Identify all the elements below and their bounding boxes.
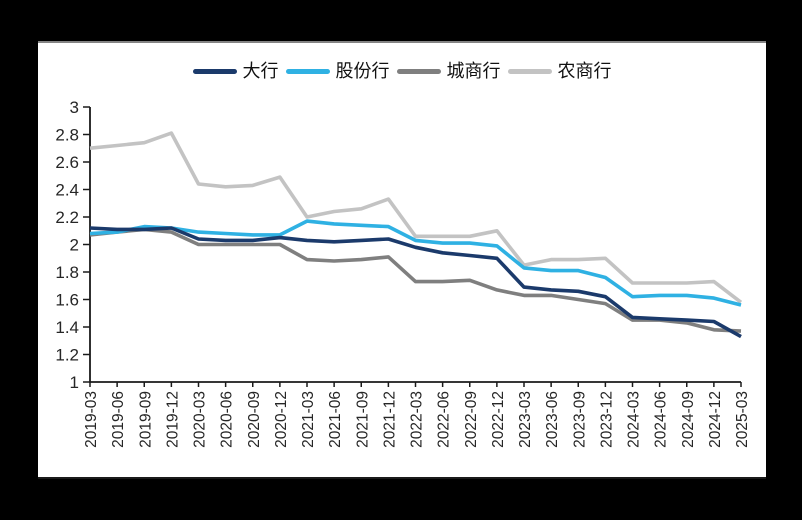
y-tick-label: 1 — [70, 373, 79, 392]
y-axis-labels: 3 2.8 2.6 2.4 2.2 2 1.8 1.6 1.4 1.2 1 — [55, 98, 79, 392]
y-tick-label: 2.4 — [55, 181, 79, 200]
x-tick-label: 2019-03 — [83, 391, 100, 448]
x-tick-label: 2022-12 — [490, 391, 507, 448]
x-tick-label: 2024-06 — [653, 391, 670, 448]
y-tick-label: 2.2 — [55, 208, 79, 227]
x-tick-label: 2019-06 — [110, 391, 127, 448]
legend-label-chengshanghang: 城商行 — [446, 61, 501, 81]
x-tick-label: 2024-09 — [680, 391, 697, 448]
legend-label-dahang: 大行 — [242, 61, 279, 81]
legend-item-chengshanghang: 城商行 — [396, 61, 501, 81]
x-tick-label: 2019-09 — [137, 391, 154, 448]
y-tick-label: 2.8 — [55, 126, 79, 145]
x-tick-label: 2020-09 — [246, 391, 263, 448]
legend-label-nongshanghang: 农商行 — [557, 61, 612, 81]
x-tick-label: 2021-09 — [354, 391, 371, 448]
y-tick-label: 1.4 — [55, 318, 79, 337]
x-tick-label: 2025-03 — [734, 391, 751, 448]
legend-label-gufenhang: 股份行 — [335, 61, 390, 81]
x-tick-label: 2021-12 — [381, 391, 398, 448]
chart-panel: 大行 股份行 城商行 农商行 3 2.8 2.6 2.4 2.2 2 1.8 1.6 1.4 1.… — [38, 41, 766, 479]
x-tick-label: 2024-12 — [707, 391, 724, 448]
x-tick-label: 2022-06 — [436, 391, 453, 448]
legend-line-swatch-dahang — [192, 68, 237, 74]
y-tick-label: 3 — [70, 98, 79, 117]
x-tick-label: 2023-03 — [517, 391, 534, 448]
series-line-股份行 — [89, 219, 742, 307]
y-tick-label: 1.6 — [55, 291, 79, 310]
legend-item-dahang: 大行 — [192, 61, 279, 81]
series-line-农商行 — [89, 131, 743, 304]
y-tick-label: 2.6 — [55, 153, 79, 172]
x-tick-label: 2023-09 — [571, 391, 588, 448]
x-tick-label: 2022-09 — [463, 391, 480, 448]
legend-line-swatch-nongshanghang — [507, 68, 552, 74]
legend-item-gufenhang: 股份行 — [285, 61, 390, 81]
x-tick-label: 2020-06 — [219, 391, 236, 448]
x-tick-label: 2024-03 — [626, 391, 643, 448]
x-axis-labels: 2019-03 2019-06 2019-09 2019-12 2020-03 2020-… — [83, 391, 751, 448]
axis-lines — [89, 107, 741, 383]
y-tick-label: 1.8 — [55, 263, 79, 282]
x-tick-label: 2020-03 — [192, 391, 209, 448]
y-tick-label: 1.2 — [55, 346, 79, 365]
x-tick-label: 2020-12 — [273, 391, 290, 448]
x-tick-label: 2023-12 — [598, 391, 615, 448]
series-line-城商行 — [89, 227, 742, 333]
x-tick-label: 2023-06 — [544, 391, 561, 448]
legend-line-swatch-gufenhang — [285, 68, 330, 74]
x-tick-label: 2021-03 — [300, 391, 317, 448]
series-line-大行 — [89, 226, 742, 339]
legend-item-nongshanghang: 农商行 — [507, 61, 612, 81]
legend-line-swatch-chengshanghang — [396, 68, 441, 74]
chart-legend: 大行 股份行 城商行 农商行 — [38, 61, 766, 81]
y-tick-label: 2 — [70, 236, 79, 255]
axes — [83, 106, 742, 387]
x-tick-label: 2022-03 — [409, 391, 426, 448]
x-tick-label: 2019-12 — [164, 391, 181, 448]
x-tick-label: 2021-06 — [327, 391, 344, 448]
